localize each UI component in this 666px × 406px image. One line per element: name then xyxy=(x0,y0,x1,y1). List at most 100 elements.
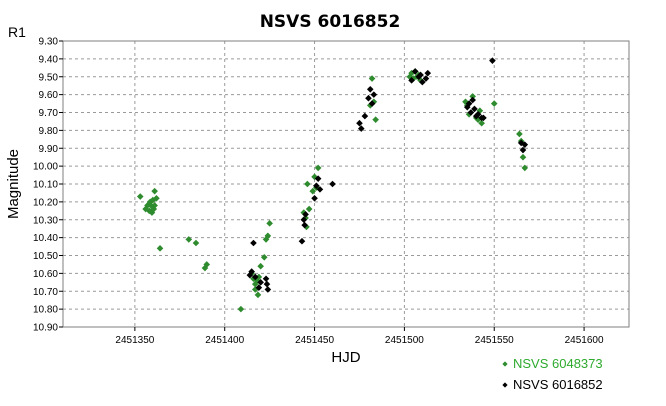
data-point xyxy=(136,193,144,200)
data-point xyxy=(302,214,309,222)
data-point xyxy=(153,195,160,202)
data-point xyxy=(264,286,272,293)
data-point xyxy=(302,211,309,218)
y-tick-label: 10.90 xyxy=(33,323,58,334)
data-point xyxy=(422,75,430,82)
x-axis-label: HJD xyxy=(331,349,360,366)
data-point xyxy=(303,223,310,231)
data-point xyxy=(424,69,432,77)
legend-marker xyxy=(502,382,508,388)
data-point xyxy=(467,109,475,116)
data-point xyxy=(151,187,158,195)
data-point xyxy=(201,264,209,272)
data-point xyxy=(521,141,529,148)
data-point xyxy=(489,57,496,64)
data-point xyxy=(408,77,415,84)
data-point xyxy=(309,187,317,195)
data-point xyxy=(370,91,378,98)
x-tick-label: 2451600 xyxy=(565,335,604,346)
data-point xyxy=(151,202,158,209)
data-point xyxy=(305,205,313,213)
x-axis-ticks: 2451350 2451400 2451450 2451500 2451550 24516… xyxy=(115,327,604,346)
data-point xyxy=(255,284,263,291)
data-point xyxy=(147,202,155,209)
data-point xyxy=(490,100,498,107)
data-point xyxy=(262,275,270,283)
y-axis-label: Magnitude xyxy=(5,149,22,219)
data-point xyxy=(329,180,336,188)
data-point xyxy=(298,237,306,245)
data-point xyxy=(262,236,270,243)
data-point xyxy=(148,209,156,216)
y-tick-label: 9.70 xyxy=(39,108,59,119)
data-point xyxy=(415,73,423,81)
data-point xyxy=(156,245,164,252)
x-tick-label: 2451500 xyxy=(385,335,424,346)
data-points xyxy=(136,57,529,313)
y-axis-ticks: 9.30 9.40 9.50 9.60 9.70 9.80 9.90 10.00 10.10 10… xyxy=(33,37,63,334)
data-point xyxy=(237,305,245,313)
data-point xyxy=(251,280,259,288)
data-point xyxy=(357,125,365,132)
data-point xyxy=(264,232,272,240)
corner-label: R1 xyxy=(8,24,26,40)
data-point xyxy=(368,75,376,82)
data-point xyxy=(516,130,523,138)
y-tick-label: 9.80 xyxy=(39,126,59,137)
y-tick-label: 10.40 xyxy=(33,233,58,244)
data-point xyxy=(255,273,263,281)
data-point xyxy=(260,253,268,261)
data-point xyxy=(366,85,374,93)
data-point xyxy=(469,96,476,104)
data-point xyxy=(301,221,308,229)
data-point xyxy=(300,216,308,224)
x-tick-label: 2451450 xyxy=(295,335,334,346)
x-tick-label: 2451400 xyxy=(205,335,244,346)
data-point xyxy=(519,153,527,161)
data-point xyxy=(185,236,193,243)
legend: NSVS 6048373 NSVS 6016852 xyxy=(502,356,603,392)
data-point xyxy=(203,261,211,268)
y-tick-label: 10.70 xyxy=(33,287,58,298)
data-point xyxy=(474,110,482,118)
y-tick-label: 9.90 xyxy=(39,144,59,155)
data-point xyxy=(251,273,259,281)
y-tick-label: 10.00 xyxy=(33,162,58,173)
data-point xyxy=(478,119,485,127)
data-point xyxy=(257,279,264,286)
data-point xyxy=(144,202,151,209)
data-point xyxy=(480,114,487,122)
data-point xyxy=(372,116,379,123)
data-point xyxy=(361,112,369,120)
y-tick-label: 9.60 xyxy=(39,90,59,101)
y-tick-label: 9.40 xyxy=(39,54,59,65)
data-point xyxy=(417,71,424,79)
data-point xyxy=(250,275,257,283)
y-tick-label: 10.60 xyxy=(33,269,58,280)
data-point xyxy=(472,112,480,120)
data-point xyxy=(311,195,318,202)
data-point xyxy=(356,119,363,127)
data-point xyxy=(316,186,324,193)
data-point xyxy=(411,68,419,75)
data-point xyxy=(311,173,318,181)
data-point xyxy=(300,209,308,216)
legend-marker xyxy=(502,361,508,367)
y-tick-label: 10.30 xyxy=(33,215,58,226)
data-point xyxy=(471,105,478,113)
data-point xyxy=(365,94,372,102)
y-tick-label: 10.50 xyxy=(33,251,58,262)
data-point xyxy=(313,182,320,190)
series-1 xyxy=(136,68,529,313)
y-tick-label: 10.10 xyxy=(33,180,58,191)
data-point xyxy=(519,146,527,154)
y-tick-label: 10.20 xyxy=(33,197,58,208)
data-point xyxy=(314,175,322,182)
data-point xyxy=(419,78,426,86)
data-point xyxy=(266,220,273,227)
legend-label: NSVS 6016852 xyxy=(513,377,603,392)
data-point xyxy=(469,93,476,100)
data-point xyxy=(406,73,414,81)
data-point xyxy=(250,239,257,247)
